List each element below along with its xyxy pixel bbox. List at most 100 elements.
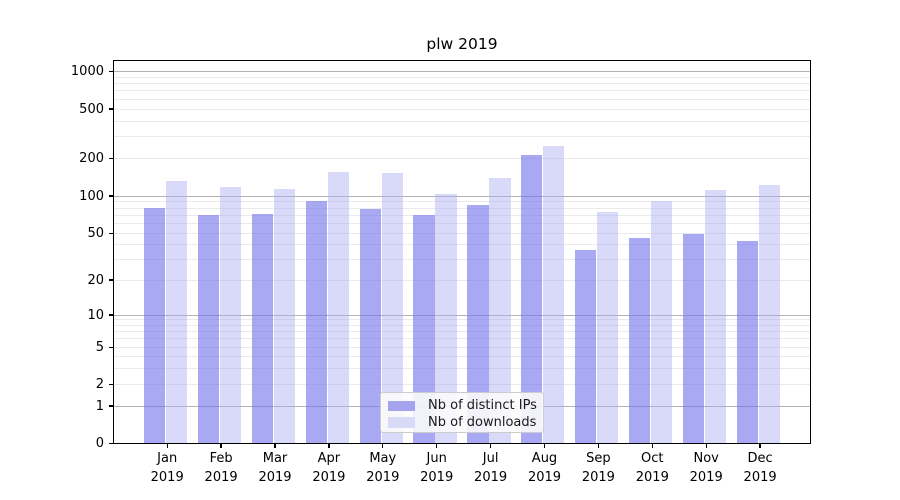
gridline-minor	[114, 76, 810, 78]
month-label: Jul	[482, 451, 499, 466]
y-tick	[108, 442, 114, 445]
y-tick	[108, 405, 114, 407]
bar-downloads	[327, 172, 349, 444]
year-label: 2019	[635, 469, 669, 485]
y-tick	[108, 383, 114, 386]
gridline-minor	[114, 331, 810, 333]
x-tick	[489, 443, 492, 448]
bar-distinct-ips	[143, 208, 166, 444]
bar-downloads	[165, 180, 188, 444]
gridline-minor	[114, 347, 810, 348]
x-tick	[328, 443, 330, 448]
x-tick	[382, 443, 384, 448]
gridline-minor	[114, 158, 810, 159]
x-tick	[759, 443, 761, 448]
y-tick-label: 0	[95, 436, 104, 451]
x-tick	[597, 443, 600, 448]
x-tick-label: Nov 2019	[674, 450, 738, 487]
year-label: 2019	[474, 469, 508, 485]
gridline-minor	[114, 98, 810, 100]
y-tick-label: 20	[87, 272, 104, 288]
y-tick-label: 1	[95, 398, 104, 414]
y-tick-label: 1000	[70, 64, 104, 79]
gridline-minor	[114, 214, 810, 216]
month-label: Sep	[586, 451, 611, 466]
y-tick-label: 10	[87, 307, 104, 323]
gridline-minor	[114, 201, 810, 203]
gridline-minor	[114, 233, 810, 234]
bar-downloads	[489, 177, 511, 444]
year-label: 2019	[150, 469, 184, 485]
y-tick-label: 2	[95, 377, 104, 392]
bar-downloads	[651, 201, 673, 444]
x-tick-label: Sep 2019	[566, 450, 630, 487]
gridline-minor	[114, 244, 810, 246]
x-tick	[705, 443, 707, 448]
y-tick-label: 500	[79, 101, 104, 117]
gridline-minor	[114, 319, 810, 321]
y-tick-label: 50	[87, 226, 104, 241]
month-label: Feb	[209, 451, 233, 466]
month-label: May	[369, 451, 397, 466]
month-label: Oct	[641, 451, 664, 466]
bar-distinct-ips	[682, 233, 705, 444]
chart-title: plw 2019	[426, 35, 498, 53]
bar-downloads	[704, 189, 727, 444]
month-label: Dec	[747, 451, 773, 466]
gridline-minor	[114, 338, 810, 340]
x-tick-label: Jan 2019	[135, 450, 199, 487]
y-tick	[108, 195, 114, 197]
bar-distinct-ips	[467, 204, 489, 444]
gridline-minor	[114, 136, 810, 138]
month-label: Jan	[157, 451, 178, 466]
year-label: 2019	[312, 469, 346, 485]
year-label: 2019	[204, 469, 238, 485]
x-tick-label: Oct 2019	[620, 450, 684, 487]
gridline-minor	[114, 279, 810, 281]
legend: Nb of distinct IPs Nb of downloads	[380, 392, 544, 433]
y-tick	[108, 70, 114, 73]
gridline-minor	[114, 223, 810, 225]
gridline-minor	[114, 258, 810, 260]
year-label: 2019	[420, 469, 454, 485]
bar-distinct-ips	[736, 241, 759, 444]
year-label: 2019	[581, 469, 615, 485]
gridline-major	[114, 314, 810, 316]
bar-distinct-ips	[413, 215, 435, 444]
x-tick-label: Dec 2019	[728, 450, 792, 487]
bar-downloads	[219, 186, 242, 444]
x-tick	[274, 443, 276, 448]
legend-swatch-downloads	[388, 417, 415, 428]
gridline-minor	[114, 108, 810, 110]
x-tick-label: Aug 2019	[513, 450, 577, 487]
x-tick-label: Jul 2019	[459, 450, 523, 487]
gridline-minor	[114, 90, 810, 92]
month-label: Jun	[426, 451, 447, 466]
y-tick	[108, 314, 114, 316]
x-tick	[166, 443, 168, 448]
gridline-minor	[114, 83, 810, 85]
bar-downloads	[381, 173, 403, 444]
gridline-minor	[114, 120, 810, 122]
month-label: Nov	[693, 451, 719, 466]
y-tick-label: 5	[95, 340, 104, 355]
gridline-minor	[114, 367, 810, 369]
y-tick	[108, 279, 114, 281]
bar-distinct-ips	[629, 237, 651, 444]
bar-downloads	[273, 188, 295, 444]
month-label: Aug	[531, 451, 558, 466]
gridline-minor	[114, 356, 810, 357]
year-label: 2019	[743, 469, 777, 485]
y-tick	[108, 346, 114, 349]
gridline-major	[114, 195, 810, 197]
gridline-minor	[114, 324, 810, 326]
plot-area	[113, 60, 811, 444]
x-tick-label: Feb 2019	[189, 450, 253, 487]
x-tick-label: Apr 2019	[297, 450, 361, 487]
year-label: 2019	[527, 469, 562, 485]
bar-distinct-ips	[305, 201, 327, 444]
y-tick	[108, 232, 114, 235]
bar-distinct-ips	[251, 213, 273, 444]
legend-row: Nb of downloads	[388, 415, 543, 431]
legend-swatch-distinct-ips	[388, 400, 415, 411]
